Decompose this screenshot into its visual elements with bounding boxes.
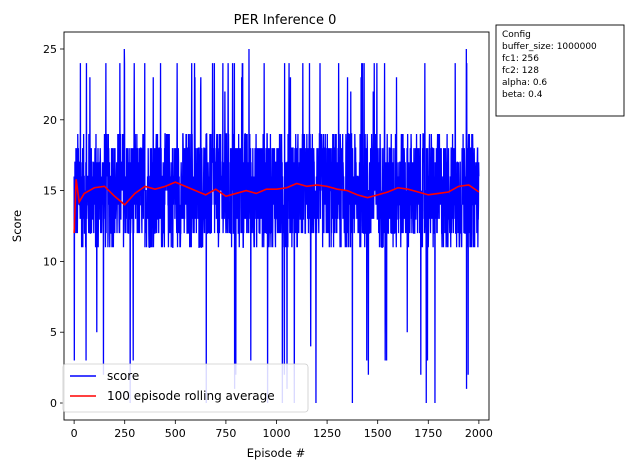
x-tick-label: 2000 <box>465 427 493 440</box>
x-tick-label: 1500 <box>364 427 392 440</box>
series-score-line <box>73 48 480 404</box>
x-tick-label: 0 <box>71 427 78 440</box>
plot-series <box>73 48 480 404</box>
y-tick-label: 5 <box>50 326 57 339</box>
y-tick-label: 20 <box>43 114 57 127</box>
y-tick-label: 0 <box>50 397 57 410</box>
x-tick-label: 250 <box>114 427 135 440</box>
config-line-buffer-size: buffer_size: 1000000 <box>502 42 597 52</box>
legend-label-rolling-average: 100 episode rolling average <box>107 389 275 403</box>
x-tick-label: 1250 <box>313 427 341 440</box>
config-line-fc1: fc1: 256 <box>502 54 539 64</box>
x-axis: 0 250 500 750 1000 1250 1500 1750 2000 <box>71 420 493 440</box>
config-line-beta: beta: 0.4 <box>502 90 543 100</box>
config-title: Config <box>502 30 531 40</box>
x-tick-label: 500 <box>165 427 186 440</box>
x-tick-label: 750 <box>215 427 236 440</box>
legend-box <box>62 363 309 413</box>
x-axis-label: Episode # <box>247 446 305 460</box>
x-tick-label: 1000 <box>263 427 291 440</box>
legend: score 100 episode rolling average <box>62 363 309 413</box>
y-tick-label: 15 <box>43 185 57 198</box>
y-tick-label: 10 <box>43 255 57 268</box>
y-axis-label: Score <box>10 210 24 242</box>
config-box-frame <box>495 24 625 117</box>
y-tick-label: 25 <box>43 43 57 56</box>
y-axis: 0 5 10 15 20 25 <box>43 43 64 410</box>
x-tick-label: 1750 <box>414 427 442 440</box>
legend-label-score: score <box>107 369 139 383</box>
config-box: Config buffer_size: 1000000 fc1: 256 fc2… <box>495 24 625 117</box>
config-line-alpha: alpha: 0.6 <box>502 78 547 88</box>
config-line-fc2: fc2: 128 <box>502 66 539 76</box>
chart-title: PER Inference 0 <box>234 13 337 28</box>
series-rolling-average-line <box>73 179 480 234</box>
